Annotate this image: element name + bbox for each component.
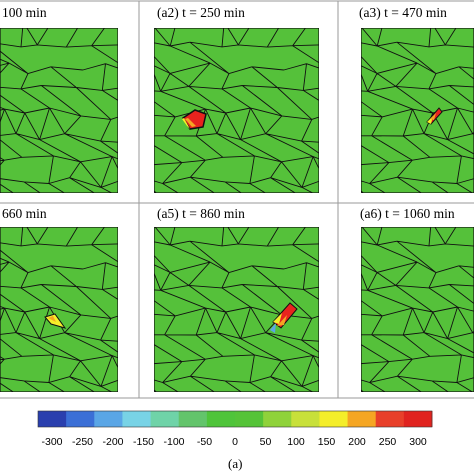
colorbar-tick-label: -250 <box>72 436 93 448</box>
hotspot-grain-a5 <box>270 302 298 333</box>
colorbar-tick-label: -50 <box>197 436 212 448</box>
colorbar-swatch <box>319 411 348 427</box>
grain-boundaries-a1 <box>0 28 118 193</box>
figure-label: (a) <box>228 456 242 471</box>
colorbar-tick-label: 100 <box>287 436 305 448</box>
grain-boundary-path <box>361 227 474 392</box>
colorbar-swatch <box>178 411 208 427</box>
colorbar-border <box>37 410 433 428</box>
colorbar-tick-label: -100 <box>163 436 184 448</box>
panel-title-a4: 660 min <box>2 206 47 221</box>
grain-boundaries-a5 <box>154 227 319 392</box>
colorbar-ticks: -300 -250 -200 -150 -100 -50 0 50 100 150 200 250 30… <box>41 436 426 448</box>
colorbar-swatch <box>235 411 264 427</box>
grain-panel-a1 <box>0 28 118 193</box>
colorbar-swatch <box>66 411 95 427</box>
grain-panel-a4 <box>0 227 118 392</box>
colorbar-swatches <box>37 410 433 428</box>
grain-boundary-path <box>154 227 319 392</box>
hotspot-grain-a2 <box>181 109 207 130</box>
colorbar-swatch <box>206 411 236 427</box>
colorbar-tick-label: 0 <box>232 436 238 448</box>
grain-boundaries-a6 <box>361 227 474 392</box>
panel-frames <box>0 0 474 399</box>
grain-boundary-path <box>0 227 118 392</box>
colorbar-swatch <box>291 411 320 427</box>
colorbar-swatch <box>375 411 405 427</box>
panel-title-a1: 100 min <box>2 5 47 20</box>
colorbar-swatch <box>94 411 123 427</box>
panel-title-a5: (a5) t = 860 min <box>157 206 245 221</box>
colorbar-tick-label: 300 <box>409 436 427 448</box>
grain-panel-a2 <box>154 28 319 193</box>
grain-boundary-path <box>154 28 319 193</box>
colorbar-swatch <box>347 411 377 427</box>
colorbar-tick-label: -200 <box>102 436 123 448</box>
colorbar-swatch <box>150 411 180 427</box>
colorbar-tick-label: 250 <box>379 436 397 448</box>
hotspot-grain-a3 <box>426 107 443 125</box>
grain-boundaries-a3 <box>361 28 474 193</box>
grain-panel-a3 <box>361 28 474 193</box>
colorbar-swatch <box>263 411 292 427</box>
colorbar-tick-label: 200 <box>348 436 366 448</box>
grain-boundary-path <box>0 28 118 193</box>
panel-title-a2: (a2) t = 250 min <box>157 5 245 20</box>
colorbar-tick-label: 50 <box>260 436 272 448</box>
grain-boundary-path <box>361 28 474 193</box>
grain-boundaries-a4 <box>0 227 118 392</box>
colorbar-swatch <box>38 411 67 427</box>
colorbar-swatch <box>403 411 433 427</box>
grain-boundaries-a2 <box>154 28 319 193</box>
panel-title-a3: (a3) t = 470 min <box>359 5 447 20</box>
colorbar-swatch <box>122 411 151 427</box>
colorbar-tick-label: -300 <box>41 436 62 448</box>
colorbar-tick-label: 150 <box>318 436 336 448</box>
panel-title-a6: (a6) t = 1060 min <box>360 206 455 221</box>
hotspot-grain-a4 <box>44 313 67 329</box>
colorbar: -300 -250 -200 -150 -100 -50 0 50 100 150 200 250 30… <box>37 410 433 448</box>
grain-panel-a6 <box>361 227 474 392</box>
grain-panel-a5 <box>154 227 319 392</box>
colorbar-tick-label: -150 <box>133 436 154 448</box>
